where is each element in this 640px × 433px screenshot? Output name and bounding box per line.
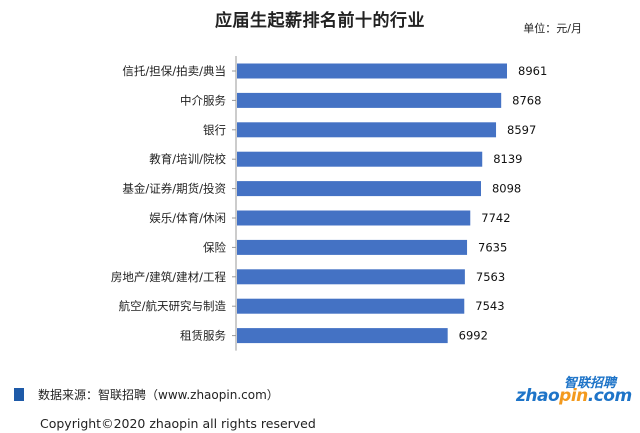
logo-en-part-c: .com [587, 386, 632, 406]
bar [237, 151, 483, 167]
value-label: 8768 [512, 93, 541, 107]
bar [237, 269, 465, 285]
unit-label: 单位：元/月 [523, 22, 582, 35]
value-label: 8098 [492, 182, 521, 196]
category-label: 娱乐/体育/休闲 [149, 211, 226, 225]
bar-chart: 信托/担保/拍卖/典当 8961 中介服务 8768 银行 8597 教育/培训/院校 813… [111, 56, 547, 351]
value-label: 8597 [507, 123, 536, 137]
category-label: 银行 [203, 123, 226, 137]
bar [237, 181, 481, 197]
category-label: 房地产/建筑/建材/工程 [111, 270, 227, 284]
value-label: 8961 [518, 64, 547, 78]
category-label: 基金/证券/期货/投资 [122, 182, 226, 196]
bar [237, 328, 448, 344]
value-label: 7742 [481, 211, 510, 225]
logo-en-part-a: zhao [516, 386, 560, 406]
value-label: 7543 [475, 299, 504, 313]
zhaopin-logo: 智联招聘 zhaopin.com [516, 372, 632, 408]
category-label: 中介服务 [180, 93, 226, 107]
source-marker [14, 388, 24, 401]
bar [237, 92, 502, 108]
chart-title: 应届生起薪排名前十的行业 [215, 11, 425, 31]
value-label: 6992 [459, 329, 488, 343]
bar [237, 63, 507, 79]
value-label: 8139 [493, 152, 522, 166]
category-label: 租赁服务 [180, 329, 226, 343]
value-label: 7563 [476, 270, 505, 284]
value-label: 7635 [478, 240, 507, 254]
logo-en-text: zhaopin.com [516, 386, 632, 406]
category-label: 信托/担保/拍卖/典当 [122, 64, 226, 78]
category-label: 航空/航天研究与制造 [119, 299, 227, 313]
bar [237, 122, 497, 138]
logo-cn-text: 智联招聘 [563, 376, 616, 391]
category-label: 保险 [203, 240, 226, 254]
copyright-text: Copyright©2020 zhaopin all rights reserv… [40, 416, 316, 431]
source-row: 数据来源：智联招聘（www.zhaopin.com） [14, 386, 279, 403]
bar [237, 298, 465, 314]
bar [237, 239, 468, 255]
logo-en-part-b: pin [559, 386, 588, 406]
bar [237, 210, 471, 226]
source-text: 数据来源：智联招聘（www.zhaopin.com） [38, 388, 279, 402]
category-label: 教育/培训/院校 [149, 152, 226, 166]
